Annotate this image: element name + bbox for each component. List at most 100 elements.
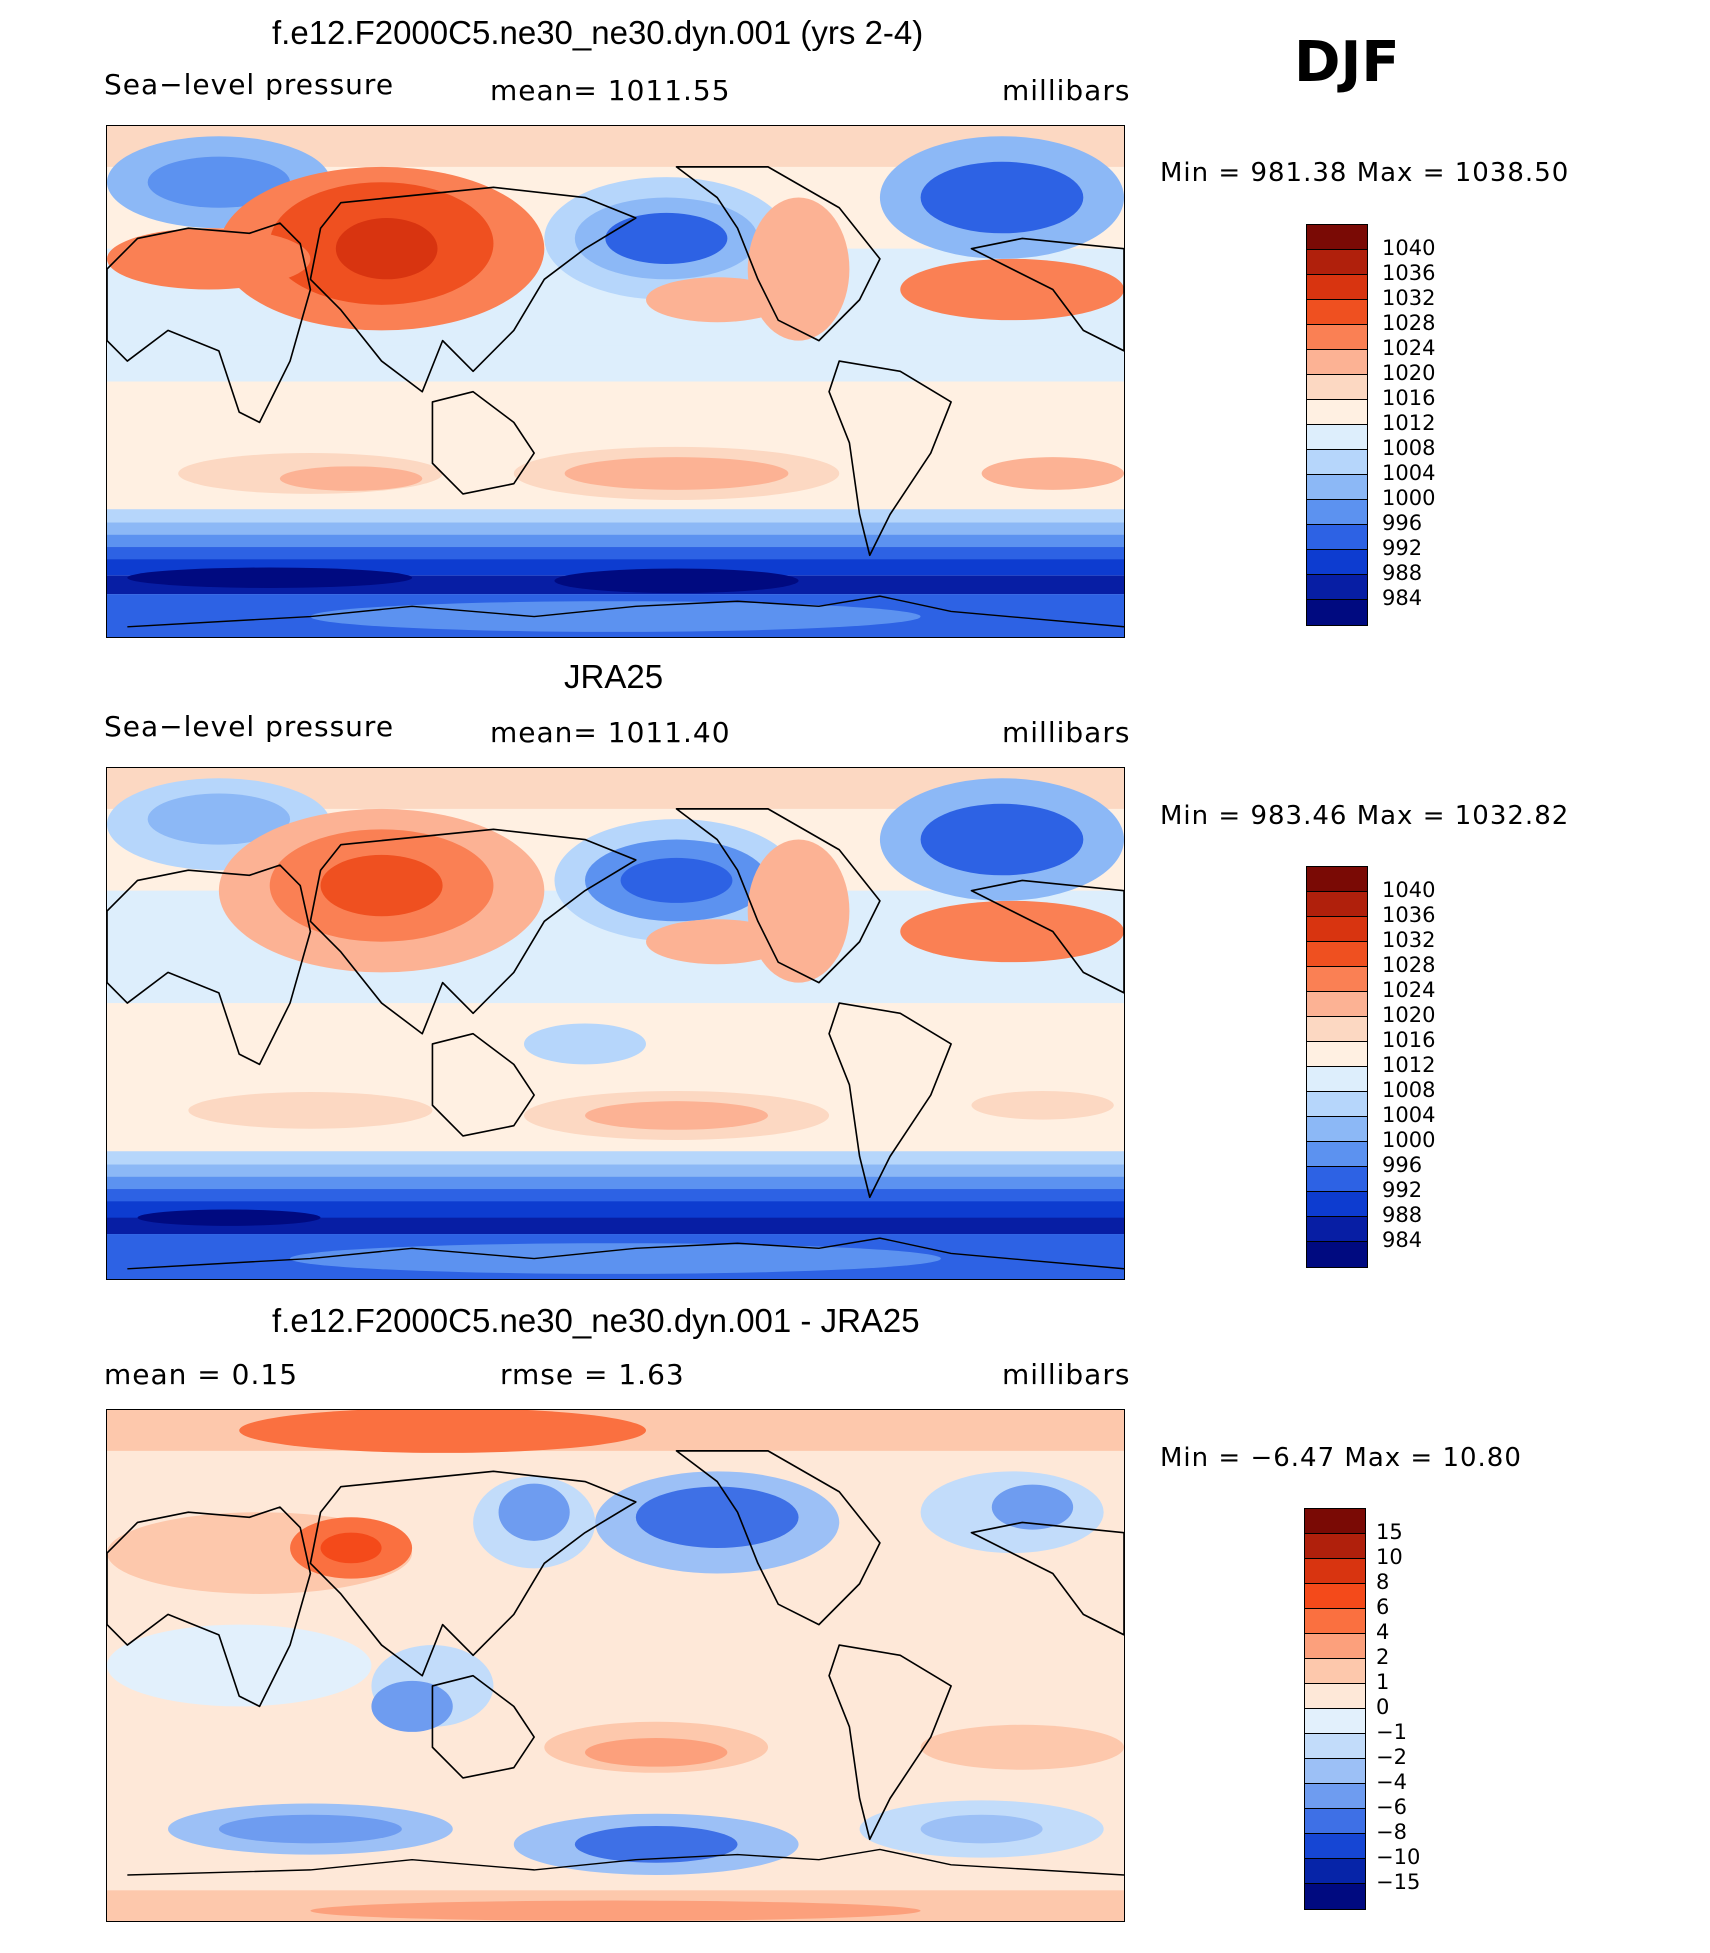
colorbar-swatch <box>1305 1809 1365 1834</box>
colorbar-swatch <box>1305 1634 1365 1659</box>
colorbar-tick-label: 1 <box>1376 1670 1390 1694</box>
colorbar-tick-label: 1028 <box>1382 311 1436 335</box>
colorbar-tick-label: 15 <box>1376 1520 1403 1544</box>
colorbar-swatch <box>1307 500 1367 525</box>
colorbar-tick-label: 8 <box>1376 1570 1390 1594</box>
colorbar-tick-label: 1020 <box>1382 361 1436 385</box>
panel-3-title: f.e12.F2000C5.ne30_ne30.dyn.001 - JRA25 <box>272 1302 920 1339</box>
panel-2-map <box>106 767 1125 1280</box>
colorbar-swatch <box>1305 1859 1365 1884</box>
colorbar-tick-label: 1028 <box>1382 953 1436 977</box>
colorbar-tick-label: −4 <box>1376 1770 1407 1794</box>
colorbar-tick-label: 1040 <box>1382 236 1436 260</box>
colorbar-tick-label: 1004 <box>1382 1103 1436 1127</box>
colorbar-tick-label: 992 <box>1382 1178 1423 1202</box>
colorbar-tick-label: 0 <box>1376 1695 1390 1719</box>
colorbar-swatch <box>1307 1042 1367 1067</box>
colorbar-swatch <box>1307 942 1367 967</box>
panel-3-colorbar-labels: 15 10 8 6 4 2 1 0 −1 −2 −4 −6 −8 −10 −15 <box>1376 1508 1456 1908</box>
colorbar-swatch <box>1307 425 1367 450</box>
colorbar-tick-label: −8 <box>1376 1820 1407 1844</box>
colorbar-tick-label: 996 <box>1382 511 1423 535</box>
panel-1-colorbar-labels: 1040 1036 1032 1028 1024 1020 1016 1012 1008 1004… <box>1382 224 1462 624</box>
colorbar-swatch <box>1307 1092 1367 1117</box>
colorbar-tick-label: 984 <box>1382 586 1423 610</box>
colorbar-swatch <box>1307 550 1367 575</box>
colorbar-swatch <box>1305 1559 1365 1584</box>
colorbar-tick-label: 1012 <box>1382 1053 1436 1077</box>
panel-2-mean-label: mean= 1011.40 <box>490 716 731 749</box>
colorbar-tick-label: −2 <box>1376 1745 1407 1769</box>
colorbar-swatch <box>1307 600 1367 625</box>
colorbar-swatch <box>1307 525 1367 550</box>
colorbar-swatch <box>1307 375 1367 400</box>
colorbar-swatch <box>1305 1709 1365 1734</box>
colorbar-swatch <box>1307 275 1367 300</box>
colorbar-swatch <box>1307 917 1367 942</box>
colorbar-swatch <box>1305 1784 1365 1809</box>
panel-3-mean-label: mean = 0.15 <box>104 1358 299 1391</box>
panel-2-title: JRA25 <box>564 658 664 695</box>
colorbar-swatch <box>1305 1759 1365 1784</box>
panel-2-colorbar-labels: 1040 1036 1032 1028 1024 1020 1016 1012 1008 1004… <box>1382 866 1462 1266</box>
colorbar-swatch <box>1307 892 1367 917</box>
colorbar-tick-label: −10 <box>1376 1845 1421 1869</box>
panel-3-colorbar <box>1304 1508 1366 1910</box>
colorbar-tick-label: 1000 <box>1382 486 1436 510</box>
colorbar-swatch <box>1305 1834 1365 1859</box>
colorbar-swatch <box>1305 1734 1365 1759</box>
panel-3-map <box>106 1409 1125 1922</box>
colorbar-tick-label: 1008 <box>1382 1078 1436 1102</box>
colorbar-tick-label: 1016 <box>1382 1028 1436 1052</box>
colorbar-tick-label: 988 <box>1382 1203 1423 1227</box>
colorbar-swatch <box>1307 1067 1367 1092</box>
colorbar-swatch <box>1307 1167 1367 1192</box>
colorbar-swatch <box>1305 1659 1365 1684</box>
colorbar-tick-label: 1024 <box>1382 336 1436 360</box>
colorbar-swatch <box>1307 300 1367 325</box>
colorbar-tick-label: 1000 <box>1382 1128 1436 1152</box>
panel-1-units-label: millibars <box>1002 74 1131 107</box>
colorbar-tick-label: −15 <box>1376 1870 1421 1894</box>
colorbar-swatch <box>1305 1509 1365 1534</box>
colorbar-tick-label: 10 <box>1376 1545 1403 1569</box>
colorbar-swatch <box>1307 475 1367 500</box>
colorbar-swatch <box>1307 1017 1367 1042</box>
colorbar-swatch <box>1305 1534 1365 1559</box>
colorbar-swatch <box>1307 1217 1367 1242</box>
panel-3-units-label: millibars <box>1002 1358 1131 1391</box>
colorbar-tick-label: 996 <box>1382 1153 1423 1177</box>
colorbar-swatch <box>1307 1117 1367 1142</box>
colorbar-tick-label: 4 <box>1376 1620 1390 1644</box>
panel-2-units-label: millibars <box>1002 716 1131 749</box>
colorbar-tick-label: 984 <box>1382 1228 1423 1252</box>
panel-1-variable-label: Sea−level pressure <box>104 68 395 101</box>
colorbar-tick-label: 1020 <box>1382 1003 1436 1027</box>
colorbar-swatch <box>1307 967 1367 992</box>
colorbar-swatch <box>1307 350 1367 375</box>
panel-2-colorbar <box>1306 866 1368 1268</box>
colorbar-swatch <box>1305 1584 1365 1609</box>
colorbar-tick-label: 6 <box>1376 1595 1390 1619</box>
colorbar-tick-label: 1016 <box>1382 386 1436 410</box>
colorbar-swatch <box>1307 575 1367 600</box>
colorbar-tick-label: 1036 <box>1382 261 1436 285</box>
colorbar-swatch <box>1307 325 1367 350</box>
panel-1-colorbar <box>1306 224 1368 626</box>
colorbar-tick-label: 992 <box>1382 536 1423 560</box>
colorbar-swatch <box>1305 1884 1365 1909</box>
colorbar-tick-label: −1 <box>1376 1720 1407 1744</box>
colorbar-swatch <box>1307 1192 1367 1217</box>
colorbar-tick-label: 2 <box>1376 1645 1390 1669</box>
colorbar-swatch <box>1307 1242 1367 1267</box>
colorbar-tick-label: 1032 <box>1382 286 1436 310</box>
colorbar-swatch <box>1305 1609 1365 1634</box>
panel-1-mean-label: mean= 1011.55 <box>490 74 731 107</box>
panel-2-minmax: Min = 983.46 Max = 1032.82 <box>1160 801 1570 831</box>
panel-1-map <box>106 125 1125 638</box>
panel-1-minmax: Min = 981.38 Max = 1038.50 <box>1160 158 1570 188</box>
panel-3-minmax: Min = −6.47 Max = 10.80 <box>1160 1443 1522 1473</box>
colorbar-swatch <box>1307 450 1367 475</box>
panel-1-title: f.e12.F2000C5.ne30_ne30.dyn.001 (yrs 2-4… <box>272 14 924 51</box>
colorbar-tick-label: 988 <box>1382 561 1423 585</box>
